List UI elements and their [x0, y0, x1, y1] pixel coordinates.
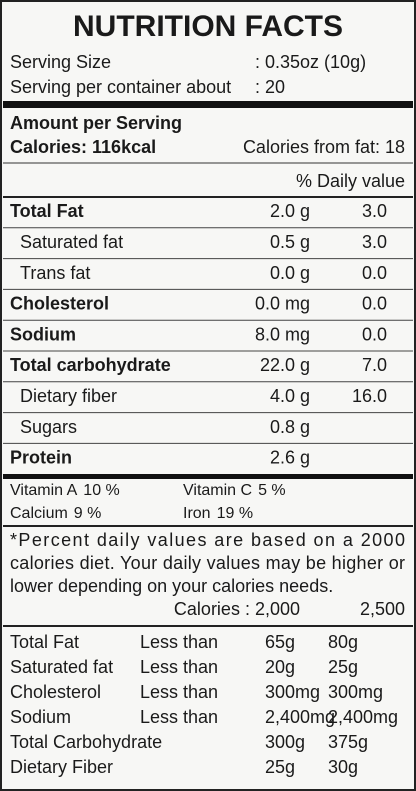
nutrient-name: Sodium [10, 324, 76, 344]
reference-cell: 30g [328, 757, 358, 777]
vitamin-name: Calcium [10, 505, 68, 522]
reference-cell: 300g [265, 732, 305, 752]
reference-cell: 80g [328, 632, 358, 652]
reference-cell: 65g [265, 632, 295, 652]
footnote: *Percent daily values are based on a 200… [10, 530, 405, 596]
nutrient-name: Trans fat [20, 263, 90, 283]
nutrient-name: Protein [10, 448, 72, 468]
serving-value: : 0.35oz (10g) [255, 52, 366, 72]
nutrient-name: Total Fat [10, 201, 84, 221]
reference-cell: Less than [140, 657, 218, 677]
footnote-line: *Percent daily values are based on a 200… [10, 530, 405, 550]
reference-cell: Cholesterol [10, 682, 101, 702]
nutrient-amount: 8.0 mg [255, 324, 310, 344]
nutrient-amount: 2.0 g [270, 201, 310, 221]
nutrient-name: Sugars [20, 417, 77, 437]
nutrient-amount: 22.0 g [260, 355, 310, 375]
nutrient-dv: 3.0 [362, 201, 387, 221]
vitamin-name: Iron [183, 505, 211, 522]
reference-cell: 2,400mg [265, 707, 335, 727]
divider [3, 101, 413, 108]
calorie-level: Calories : 2,000 [174, 599, 300, 619]
vitamin: Calcium 9 % [10, 505, 101, 522]
reference-cell: 300mg [328, 682, 383, 702]
nutrients: Total Fat 2.0 g 3.0 Saturated fat 0.5 g 3.0 Tr… [3, 196, 413, 468]
reference-cell: 25g [265, 757, 295, 777]
divider [3, 474, 413, 479]
reference-cell: Sodium [10, 707, 71, 727]
reference-cell: Less than [140, 682, 218, 702]
nutrient-name: Saturated fat [20, 232, 123, 252]
reference-cell: 300mg [265, 682, 320, 702]
reference-cell: Total Fat [10, 632, 79, 652]
nutrient-amount: 0.8 g [270, 417, 310, 437]
nutrient-dv: 0.0 [362, 263, 387, 283]
reference-cell: 25g [328, 657, 358, 677]
nutrient-dv: 16.0 [352, 386, 387, 406]
vitamins: Vitamin A 10 % Vitamin C 5 % Calcium 9 % Iron 1… [10, 482, 286, 522]
vitamin-name: Vitamin C [183, 482, 252, 499]
nutrient-dv: 7.0 [362, 355, 387, 375]
serving-label: Serving Size [10, 52, 111, 72]
nutrient-name: Cholesterol [10, 294, 109, 314]
nutrient-amount: 0.0 g [270, 263, 310, 283]
nutrient-dv: 3.0 [362, 232, 387, 252]
title: NUTRITION FACTS [73, 10, 343, 43]
calories-from-fat: Calories from fat: 18 [243, 137, 405, 157]
nutrient-amount: 2.6 g [270, 448, 310, 468]
reference-cell: Dietary Fiber [10, 757, 113, 777]
serving-value: : 20 [255, 77, 285, 97]
serving-label: Serving per container about [10, 77, 231, 97]
reference-table: Total Fat Less than 65g 80g Saturated fat Les… [10, 632, 398, 777]
vitamin-name: Vitamin A [10, 482, 78, 499]
reference-cell: Less than [140, 707, 218, 727]
nutrient-name: Total carbohydrate [10, 355, 171, 375]
vitamin: Vitamin A 10 % [10, 482, 120, 499]
daily-value-header: % Daily value [296, 171, 405, 191]
vitamin-value: 9 % [74, 505, 102, 522]
nutrient-amount: 0.5 g [270, 232, 310, 252]
reference-cell: Total Carbohydrate [10, 732, 162, 752]
vitamin: Iron 19 % [183, 505, 253, 522]
vitamin-value: 19 % [217, 505, 253, 522]
amount-header: Amount per Serving [10, 113, 182, 133]
vitamin-value: 5 % [258, 482, 286, 499]
nutrient-dv: 0.0 [362, 294, 387, 314]
footnote-line: calories diet. Your daily values may be … [10, 553, 405, 573]
nutrient-name: Dietary fiber [20, 386, 117, 406]
calories: Calories: 116kcal [10, 137, 156, 157]
vitamin: Vitamin C 5 % [183, 482, 286, 499]
nutrient-dv: 0.0 [362, 324, 387, 344]
reference-cell: Less than [140, 632, 218, 652]
vitamin-value: 10 % [83, 482, 119, 499]
nutrient-amount: 4.0 g [270, 386, 310, 406]
reference-cell: Saturated fat [10, 657, 113, 677]
reference-cell: 2,400mg [328, 707, 398, 727]
reference-cell: 20g [265, 657, 295, 677]
calorie-level: 2,500 [360, 599, 405, 619]
footnote-line: lower depending on your calories needs. [10, 576, 333, 596]
nutrient-amount: 0.0 mg [255, 294, 310, 314]
reference-cell: 375g [328, 732, 368, 752]
